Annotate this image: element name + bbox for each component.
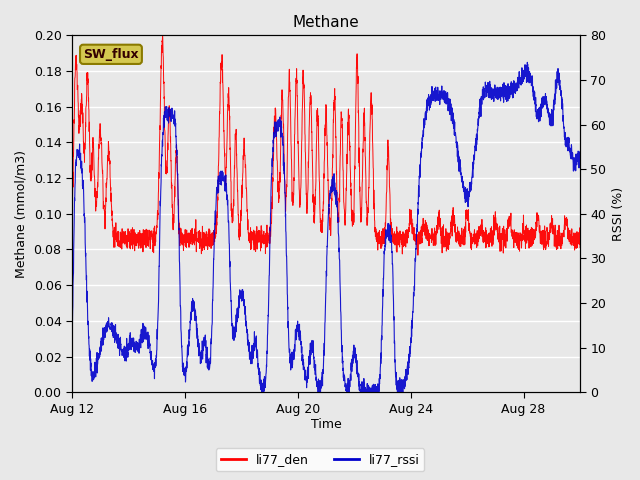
X-axis label: Time: Time: [310, 419, 341, 432]
Legend: li77_den, li77_rssi: li77_den, li77_rssi: [216, 448, 424, 471]
Y-axis label: Methane (mmol/m3): Methane (mmol/m3): [15, 150, 28, 278]
Title: Methane: Methane: [292, 15, 360, 30]
Y-axis label: RSSI (%): RSSI (%): [612, 187, 625, 241]
Text: SW_flux: SW_flux: [83, 48, 139, 61]
